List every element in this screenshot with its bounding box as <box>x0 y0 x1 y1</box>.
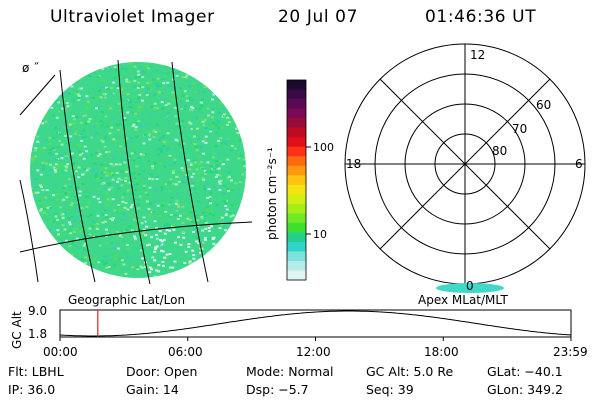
lat-label-80: 80 <box>492 144 507 158</box>
timeline-x-tick-0600: 06:00 <box>168 345 203 359</box>
mlt-label-18: 18 <box>346 157 361 171</box>
auroral-image: ø ˝ <box>19 59 253 285</box>
colorbar-band <box>287 260 306 271</box>
lat-label-70: 70 <box>512 122 527 136</box>
timeline-x-tick-0000: 00:00 <box>43 345 78 359</box>
polar-plot <box>344 43 586 285</box>
colorbar-band <box>287 165 306 176</box>
polar-oval-patch <box>436 283 504 293</box>
lat-label-60: 60 <box>536 98 551 112</box>
status-gain: Gain: 14 <box>126 382 179 397</box>
colorbar-units-label: photon cm⁻²s⁻¹ <box>265 147 279 240</box>
colorbar-frame <box>286 79 307 281</box>
colorbar-tick-label-100: 100 <box>313 141 334 154</box>
colorbar-band <box>287 241 306 252</box>
polar-axis-diagonal <box>379 78 551 250</box>
status-ip: IP: 36.0 <box>8 382 56 397</box>
colorbar-band <box>287 156 306 167</box>
timeline-y-top: 9.0 <box>28 304 48 318</box>
grid-line <box>117 59 151 285</box>
timeline-x-tick-1800: 18:00 <box>424 345 459 359</box>
instrument-title: Ultraviolet Imager <box>50 7 215 27</box>
colorbar-band <box>287 232 306 243</box>
status-gc-alt: GC Alt: 5.0 Re <box>366 364 454 379</box>
timeline-x-tick-2359: 23:59 <box>553 345 588 359</box>
colorbar-band <box>287 118 306 129</box>
status-glon: GLon: 349.2 <box>487 382 563 397</box>
grid-line <box>59 69 96 283</box>
status-door: Door: Open <box>126 364 198 379</box>
colorbar-gradient <box>287 80 306 281</box>
status-filter: Flt: LBHL <box>8 364 64 379</box>
status-mode: Mode: Normal <box>246 364 334 379</box>
timeline-frame <box>59 309 572 338</box>
colorbar-band <box>287 99 306 110</box>
timeline-ticks <box>59 337 572 341</box>
altitude-curve <box>59 310 572 337</box>
date-label: 20 Jul 07 <box>278 7 358 27</box>
grid-line <box>19 221 253 253</box>
colorbar-tick-label-10: 10 <box>313 228 327 241</box>
altitude-timeline <box>59 309 572 341</box>
timeline-x-tick-1200: 12:00 <box>296 345 331 359</box>
grid-line <box>19 179 39 283</box>
mlt-label-6: 6 <box>575 157 583 171</box>
grid-line <box>171 61 209 283</box>
map-glyph: ø ˝ <box>22 61 39 75</box>
timeline-y-axis-label: GC Alt <box>10 311 24 349</box>
grid-line <box>19 74 56 116</box>
colorbar-band <box>287 222 306 233</box>
colorbar-band <box>287 108 306 119</box>
colorbar-band <box>287 175 306 186</box>
geo-latlon-title: Geographic Lat/Lon <box>68 293 186 307</box>
colorbar-band <box>287 89 306 100</box>
polar-labels: 12 18 6 0 60 70 80 <box>346 48 583 293</box>
geo-grid <box>19 59 253 285</box>
colorbar-band <box>287 194 306 205</box>
status-glat: GLat: −40.1 <box>487 364 563 379</box>
mlt-label-0: 0 <box>466 279 474 293</box>
colorbar-band <box>287 137 306 148</box>
apex-mlat-mlt-title: Apex MLat/MLT <box>418 293 508 307</box>
status-seq: Seq: 39 <box>366 382 414 397</box>
colorbar-band <box>287 80 306 91</box>
status-dsp: Dsp: −5.7 <box>246 382 309 397</box>
colorbar-band <box>287 270 306 281</box>
colorbar-band <box>287 127 306 138</box>
colorbar-band <box>287 213 306 224</box>
colorbar: 100 10 photon cm⁻²s⁻¹ <box>265 79 334 281</box>
mlt-label-12: 12 <box>470 48 485 62</box>
colorbar-band <box>287 146 306 157</box>
time-label: 01:46:36 UT <box>425 7 537 27</box>
colorbar-band <box>287 203 306 214</box>
colorbar-band <box>287 251 306 262</box>
timeline-y-bottom: 1.8 <box>28 327 48 341</box>
colorbar-band <box>287 184 306 195</box>
